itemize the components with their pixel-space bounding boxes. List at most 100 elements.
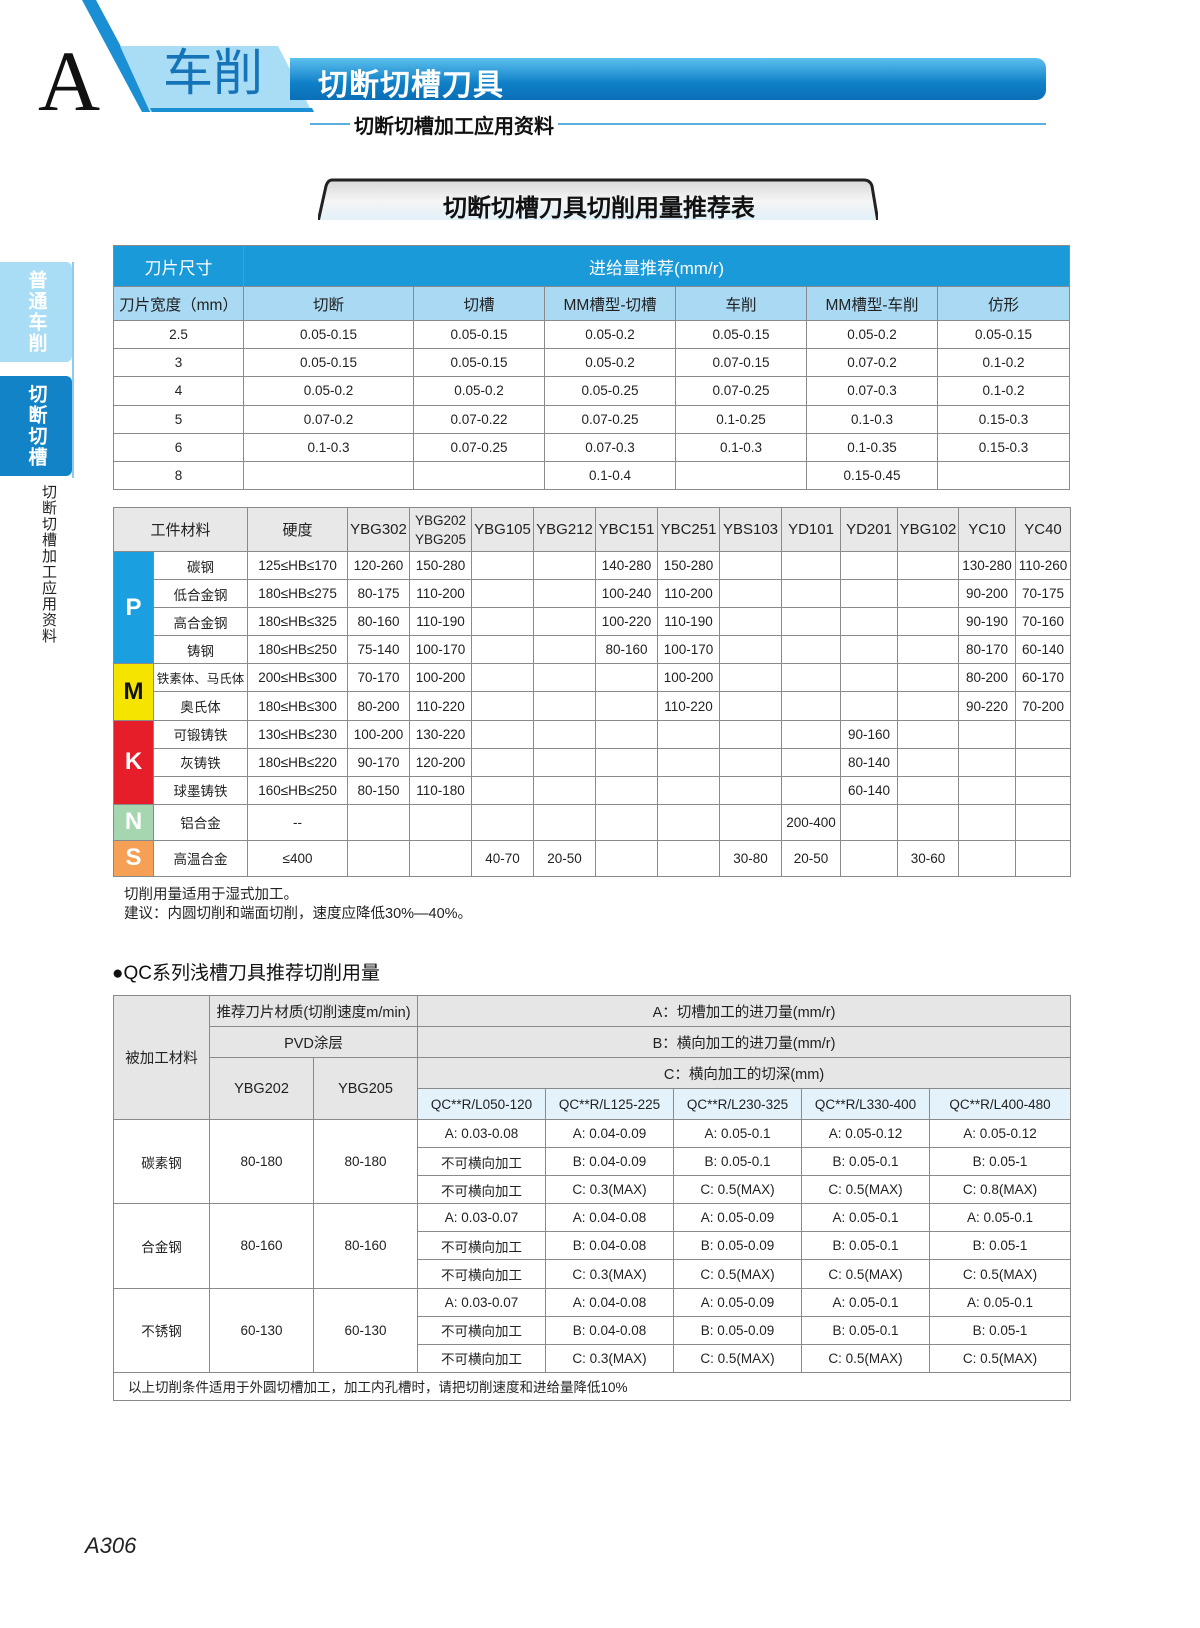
material-cell: 球墨铸铁: [152, 775, 249, 805]
speed-cell: 80-150: [347, 775, 411, 805]
table-cell: 0.05-0.2: [806, 319, 938, 350]
table-row: 合金钢 80-160 80-160 A: 0.03-0.07 A: 0.04-0.08 A…: [113, 1203, 1072, 1289]
feed-cell: B: 0.05-0.09: [673, 1315, 803, 1345]
table-cell: 0.1-0.4: [544, 460, 676, 491]
table-cell: 4: [113, 376, 244, 406]
hardness-cell: 180≤HB≤325: [247, 607, 349, 637]
table-cell: 0.07-0.25: [544, 404, 676, 434]
speed-cell: [347, 803, 411, 841]
table-cell: 0.07-0.22: [413, 404, 545, 434]
column-header: YBG202 YBG205: [409, 507, 473, 552]
side-tab-general-turning[interactable]: 普通车削: [0, 262, 72, 362]
table-cell: 5: [113, 404, 244, 434]
speed-cell: 110-220: [409, 691, 473, 721]
speed-cell: [657, 839, 721, 877]
table-cell: 2.5: [113, 319, 244, 350]
speed-cell: 80-160: [595, 635, 659, 665]
speed-cell: [409, 839, 473, 877]
header-c: C：横向加工的切深(mm): [417, 1057, 1072, 1089]
table-cell: 0.07-0.25: [675, 376, 807, 406]
table-cell: 6: [113, 432, 244, 462]
table-cell: 8: [113, 460, 244, 491]
speed-cell: [781, 691, 842, 721]
speed-cell: [471, 579, 535, 609]
speed-cell: 110-180: [409, 775, 473, 805]
table-row: 高合金钢 180≤HB≤325 80-160 110-190 100-220 110-19…: [114, 607, 1072, 637]
speed-cell: [897, 747, 960, 777]
column-header: YBS103: [719, 507, 783, 552]
column-header: 切断: [243, 286, 414, 321]
feed-cell: A: 0.05-0.09: [673, 1287, 803, 1317]
side-tab-parting-grooving[interactable]: 切断切槽: [0, 376, 72, 476]
header-ybg205: YBG205: [312, 1057, 419, 1120]
speed-cell: 80-140: [840, 747, 899, 777]
material-cell: 铁素体、马氏体: [152, 663, 249, 693]
hardness-cell: 130≤HB≤230: [247, 719, 349, 749]
table-cell: 0.1-0.35: [806, 432, 938, 462]
chapter-title: 车削: [163, 45, 263, 101]
hardness-cell: 200≤HB≤300: [247, 663, 349, 693]
note-suggestion: 建议：内圆切削和端面切削，速度应降低30%—40%。: [124, 906, 473, 922]
speed-cell: 40-70: [471, 839, 535, 877]
speed-cell: [897, 803, 960, 841]
speed-cell: 100-200: [657, 663, 721, 693]
feed-cell: A: 0.05-0.12: [801, 1118, 931, 1149]
speed-cell: 20-50: [781, 839, 842, 877]
material-cell: 碳钢: [152, 550, 249, 581]
column-header: MM槽型-切槽: [544, 286, 676, 321]
speed-cell: [1015, 803, 1072, 841]
header-material: 被加工材料: [113, 995, 210, 1120]
table-row: 6 0.1-0.3 0.07-0.25 0.07-0.3 0.1-0.3 0.1-0.35…: [113, 432, 1070, 462]
material-cell: 奥氏体: [152, 691, 249, 721]
speed-cell: 60-140: [840, 775, 899, 805]
feed-cell: A: 0.03-0.07: [417, 1287, 547, 1317]
feed-cell: C: 0.3(MAX): [545, 1343, 675, 1373]
page-number: A306: [85, 1533, 137, 1558]
speed-cell: [471, 550, 535, 581]
table-row: N 铝合金 -- 200-400: [113, 803, 1072, 841]
speed-cell: [471, 775, 535, 805]
material-cell: 高温合金: [152, 839, 249, 877]
speed-cell: 80-200: [958, 663, 1017, 693]
iso-group-N: N: [113, 803, 154, 841]
hardness-cell: 160≤HB≤250: [247, 775, 349, 805]
header-grade: 推荐刀片材质(切削速度m/min): [208, 995, 419, 1027]
table-cell: 0.07-0.3: [806, 376, 938, 406]
iso-group-P: P: [113, 550, 154, 665]
feed-cell: B: 0.04-0.08: [545, 1315, 675, 1345]
speed-cell: [1015, 747, 1072, 777]
table-cell: 0.15-0.3: [937, 404, 1070, 434]
speed-cell: [719, 747, 783, 777]
speed-cell: [958, 747, 1017, 777]
feed-cell: A: 0.04-0.08: [545, 1203, 675, 1233]
table-cell: 0.05-0.25: [544, 376, 676, 406]
hardness-cell: ≤400: [247, 839, 349, 877]
speed-cell: [897, 719, 960, 749]
table-row: M 铁素体、马氏体 200≤HB≤300 70-170 100-200 100-200 80…: [113, 663, 1072, 721]
header-ybg202: YBG202: [209, 1057, 314, 1120]
speed-cell: [719, 607, 783, 637]
feed-cell: B: 0.05-0.1: [801, 1147, 931, 1177]
feed-cell: A: 0.04-0.09: [545, 1118, 675, 1149]
material-cell: 铸钢: [152, 635, 249, 665]
table-row: 球墨铸铁 160≤HB≤250 80-150 110-180 60-140: [114, 775, 1072, 805]
speed-cell: [719, 579, 783, 609]
speed-cell: [471, 691, 535, 721]
model-header: QC**R/L125-225: [545, 1088, 675, 1120]
banner-title: 切断切槽刀具切削用量推荐表: [443, 195, 755, 222]
feed-cell: B: 0.05-0.1: [673, 1147, 803, 1177]
speed-cell: [781, 719, 842, 749]
speed-cell: [471, 747, 535, 777]
speed-cell: [897, 579, 960, 609]
speed-cell: 120-200: [409, 747, 473, 777]
table-footnote: 以上切削条件适用于外圆切槽加工，加工内孔槽时，请把切削速度和进给量降低10%: [112, 1371, 1072, 1401]
speed-cell: 100-170: [409, 635, 473, 665]
speed-cell: 150-280: [657, 550, 721, 581]
title-bar: [290, 58, 1046, 100]
table-cell: 0.05-0.15: [413, 348, 545, 378]
material-cell: 不锈钢: [113, 1287, 210, 1373]
feed-cell: B: 0.04-0.08: [545, 1231, 675, 1261]
speed-cell: [1015, 719, 1072, 749]
feed-cell: 不可横向加工: [417, 1231, 547, 1261]
column-header: 车削: [675, 286, 807, 321]
